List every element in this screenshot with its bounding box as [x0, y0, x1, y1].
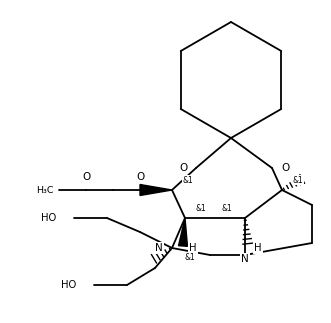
Text: N: N	[155, 243, 163, 253]
Polygon shape	[178, 218, 187, 246]
Text: H: H	[189, 243, 197, 253]
Text: HO: HO	[61, 280, 76, 290]
Text: H₃C: H₃C	[36, 185, 54, 194]
Text: H: H	[254, 243, 262, 253]
Text: &1: &1	[293, 175, 304, 184]
Text: &1: &1	[222, 203, 232, 213]
Text: O: O	[281, 163, 289, 173]
Text: O: O	[179, 163, 187, 173]
Text: N: N	[241, 254, 249, 264]
Text: O: O	[136, 172, 144, 182]
Text: &1: &1	[183, 175, 193, 184]
Text: &1: &1	[185, 254, 195, 263]
Text: HO: HO	[41, 213, 56, 223]
Text: O: O	[82, 172, 90, 182]
Polygon shape	[140, 184, 172, 195]
Text: &1: &1	[196, 203, 206, 213]
